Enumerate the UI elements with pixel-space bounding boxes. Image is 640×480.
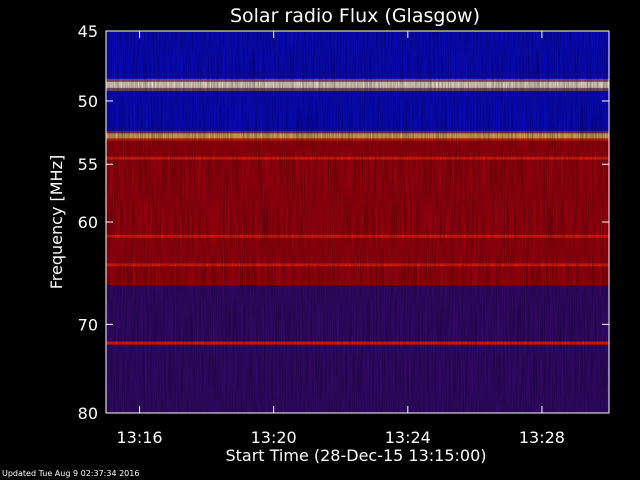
noise-texture [106, 31, 609, 413]
y-axis-label: Frequency [MHz] [47, 155, 66, 289]
updated-timestamp: Updated Tue Aug 9 02:37:34 2016 [2, 469, 140, 478]
x-tick-label: 13:28 [519, 428, 565, 447]
y-tick-label: 55 [78, 155, 98, 174]
y-tick-label: 45 [78, 22, 98, 41]
x-axis-label: Start Time (28-Dec-15 13:15:00) [225, 446, 486, 465]
chart-title: Solar radio Flux (Glasgow) [230, 5, 480, 27]
y-tick-label: 70 [78, 315, 98, 334]
plot-area [106, 31, 609, 413]
y-tick-label: 50 [78, 92, 98, 111]
x-tick-label: 13:16 [116, 428, 162, 447]
y-axis: 45 50 55 60 70 80 [78, 22, 609, 423]
x-tick-label: 13:20 [251, 428, 297, 447]
x-tick-label: 13:24 [385, 428, 431, 447]
y-tick-label: 60 [78, 213, 98, 232]
y-tick-label: 80 [78, 404, 98, 423]
x-axis: 13:16 13:20 13:24 13:28 [116, 31, 565, 447]
